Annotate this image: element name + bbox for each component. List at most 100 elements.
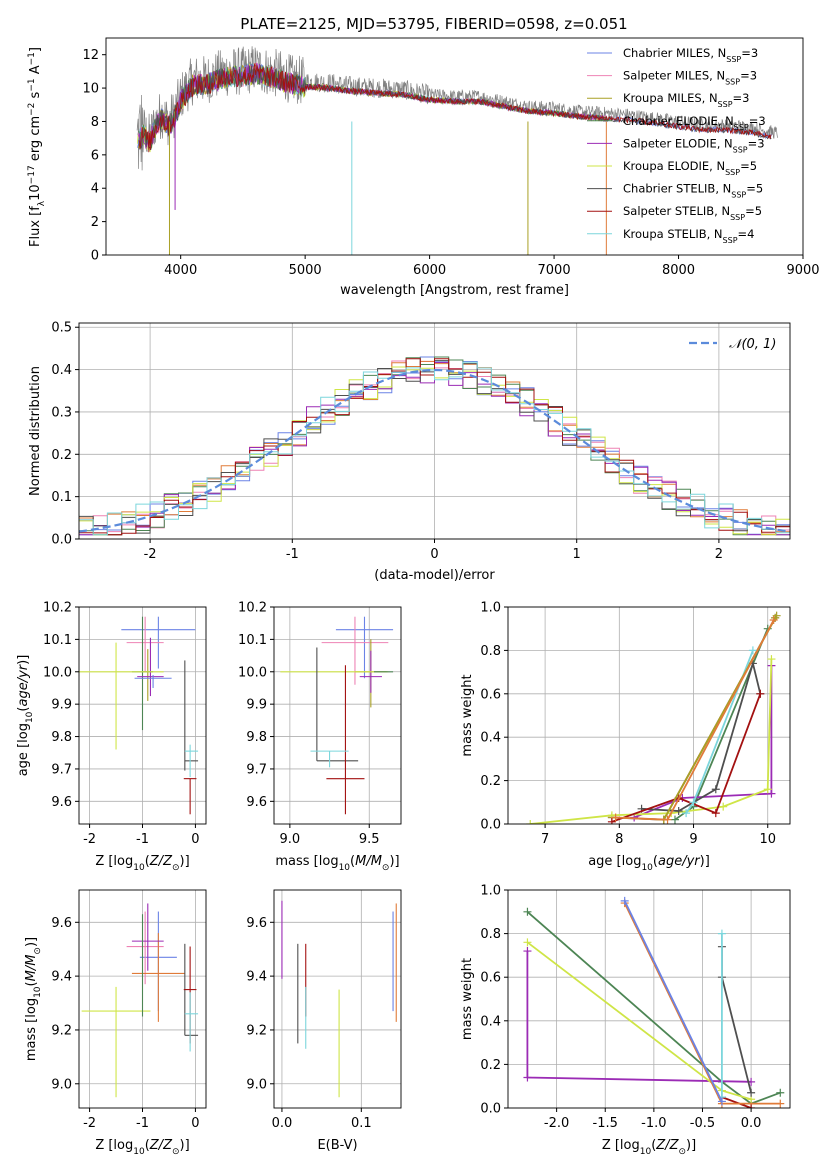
label-part: age/yr — [16, 663, 31, 706]
label-part: ] — [28, 47, 43, 52]
x-axis-label: E(B-V) — [317, 1138, 357, 1153]
data-point — [526, 820, 535, 824]
axes-frame — [507, 889, 791, 1109]
label-part: −2 — [27, 103, 37, 116]
y-tick-label: 0 — [91, 249, 99, 264]
label-part: 10 — [641, 863, 653, 873]
y-tick-label: 10.1 — [238, 633, 267, 648]
panel-age_vs_mass: 9.0 9.5 9.6 9.7 9.8 9.9 10.0 10.1 10.2 mass [log1… — [238, 601, 402, 873]
label-part: Kroupa ELODIE, N — [623, 159, 725, 173]
label-part: ( — [651, 1138, 656, 1153]
y-tick-label: 10.2 — [238, 601, 267, 616]
y-tick-label: 1.0 — [480, 601, 501, 616]
panel-mass_vs_Z: -2 -1 09.09.29.49.6Z [log10(Z/Z⊙)]mass [lo… — [24, 889, 207, 1157]
x-tick-label: -1 — [136, 832, 149, 847]
legend-label: Chabrier ELODIE, NSSP=3 — [623, 114, 766, 132]
x-tick-label: -2 — [83, 832, 96, 847]
data-point — [772, 611, 781, 620]
data-point — [756, 689, 765, 698]
legend-label: Salpeter MILES, NSSP=3 — [623, 69, 757, 87]
legend-label: Salpeter STELIB, NSSP=5 — [623, 204, 762, 222]
label-part: ⊙ — [172, 1147, 180, 1157]
y-tick-label: 8 — [91, 115, 99, 130]
data-point — [523, 1073, 532, 1082]
legend-label: Salpeter ELODIE, NSSP=3 — [623, 136, 765, 154]
label-part: A — [28, 65, 43, 78]
x-tick-label: 8 — [615, 832, 623, 847]
label-part: =3 — [740, 69, 757, 83]
residual-histogram — [79, 361, 790, 536]
label-part: ( — [350, 854, 355, 869]
y-tick-label: 0.2 — [480, 774, 501, 789]
mass-weight-line — [633, 665, 773, 819]
y-tick-label: 0.4 — [480, 1014, 501, 1029]
data-point — [523, 907, 532, 916]
y-tick-label: 9.6 — [51, 795, 72, 810]
data-point — [776, 1099, 785, 1108]
y-tick-label: 9.6 — [246, 916, 267, 931]
y-tick-label: 9.7 — [51, 762, 72, 777]
label-part: mass [log — [24, 998, 39, 1061]
label-part: =5 — [745, 204, 762, 218]
x-tick-label: 10 — [759, 832, 776, 847]
legend-label: Kroupa MILES, NSSP=3 — [623, 91, 749, 109]
data-spectrum — [136, 46, 779, 171]
label-part: )] — [180, 854, 190, 869]
y-tick-label: 0.0 — [51, 533, 72, 548]
model-spectrum — [138, 65, 772, 151]
legend-label: Chabrier STELIB, NSSP=5 — [623, 182, 763, 200]
label-part: ( — [145, 1138, 150, 1153]
label-part: Chabrier MILES, N — [623, 46, 726, 60]
y-tick-label: 0.1 — [51, 490, 72, 505]
label-part: 10 — [339, 863, 351, 873]
label-part: )] — [686, 1138, 696, 1153]
plot-area — [526, 611, 781, 824]
y-tick-label: 2 — [91, 215, 99, 230]
x-tick-label: 6000 — [413, 263, 446, 278]
x-axis-label: wavelength [Angstrom, rest frame] — [340, 283, 569, 298]
label-part: =3 — [741, 46, 758, 60]
plot-area — [281, 900, 397, 1098]
y-tick-label: 10.2 — [43, 601, 72, 616]
y-tick-label: 9.8 — [51, 730, 72, 745]
label-part: Z/Z — [149, 1138, 173, 1153]
x-tick-label: 9000 — [786, 263, 819, 278]
y-tick-label: 0.2 — [51, 448, 72, 463]
y-tick-label: 0.0 — [480, 818, 501, 833]
y-tick-label: 12 — [82, 48, 99, 63]
mass-weight-line — [611, 693, 762, 823]
label-part: Z/Z — [655, 1138, 679, 1153]
y-tick-label: 9.0 — [51, 1077, 72, 1092]
x-axis-label: age [log10(age/yr)] — [588, 854, 710, 873]
label-part: Kroupa MILES, N — [623, 91, 718, 105]
x-tick-label: 2 — [715, 547, 723, 562]
y-tick-label: 4 — [91, 182, 99, 197]
label-part: M/M — [24, 955, 39, 982]
y-tick-label: 9.9 — [246, 698, 267, 713]
data-point — [607, 817, 616, 824]
label-part: =4 — [738, 227, 755, 241]
plot-area — [79, 356, 790, 536]
x-tick-label: -2 — [83, 1116, 96, 1131]
label-part: 10 — [25, 711, 35, 723]
y-tick-label: 0.6 — [480, 687, 501, 702]
data-point — [748, 646, 757, 655]
data-point — [747, 1104, 756, 1108]
residual-histogram — [79, 358, 790, 536]
label-part: ( — [24, 981, 39, 986]
label-part: E(B-V) — [317, 1138, 357, 1153]
data-point — [763, 785, 772, 794]
label-part: SSP — [726, 55, 741, 64]
label-part: =3 — [733, 91, 750, 105]
y-tick-label: 1.0 — [480, 884, 501, 899]
label-part: Salpeter MILES, N — [623, 69, 725, 83]
figure-title: PLATE=2125, MJD=53795, FIBERID=0598, z=0… — [240, 15, 627, 33]
label-part: −17 — [27, 165, 37, 184]
label-part: age [log — [16, 723, 31, 776]
normal-curve — [79, 368, 790, 533]
label-part: Salpeter STELIB, N — [623, 204, 730, 218]
y-tick-label: 0.3 — [51, 405, 72, 420]
axes-frame — [507, 606, 791, 825]
